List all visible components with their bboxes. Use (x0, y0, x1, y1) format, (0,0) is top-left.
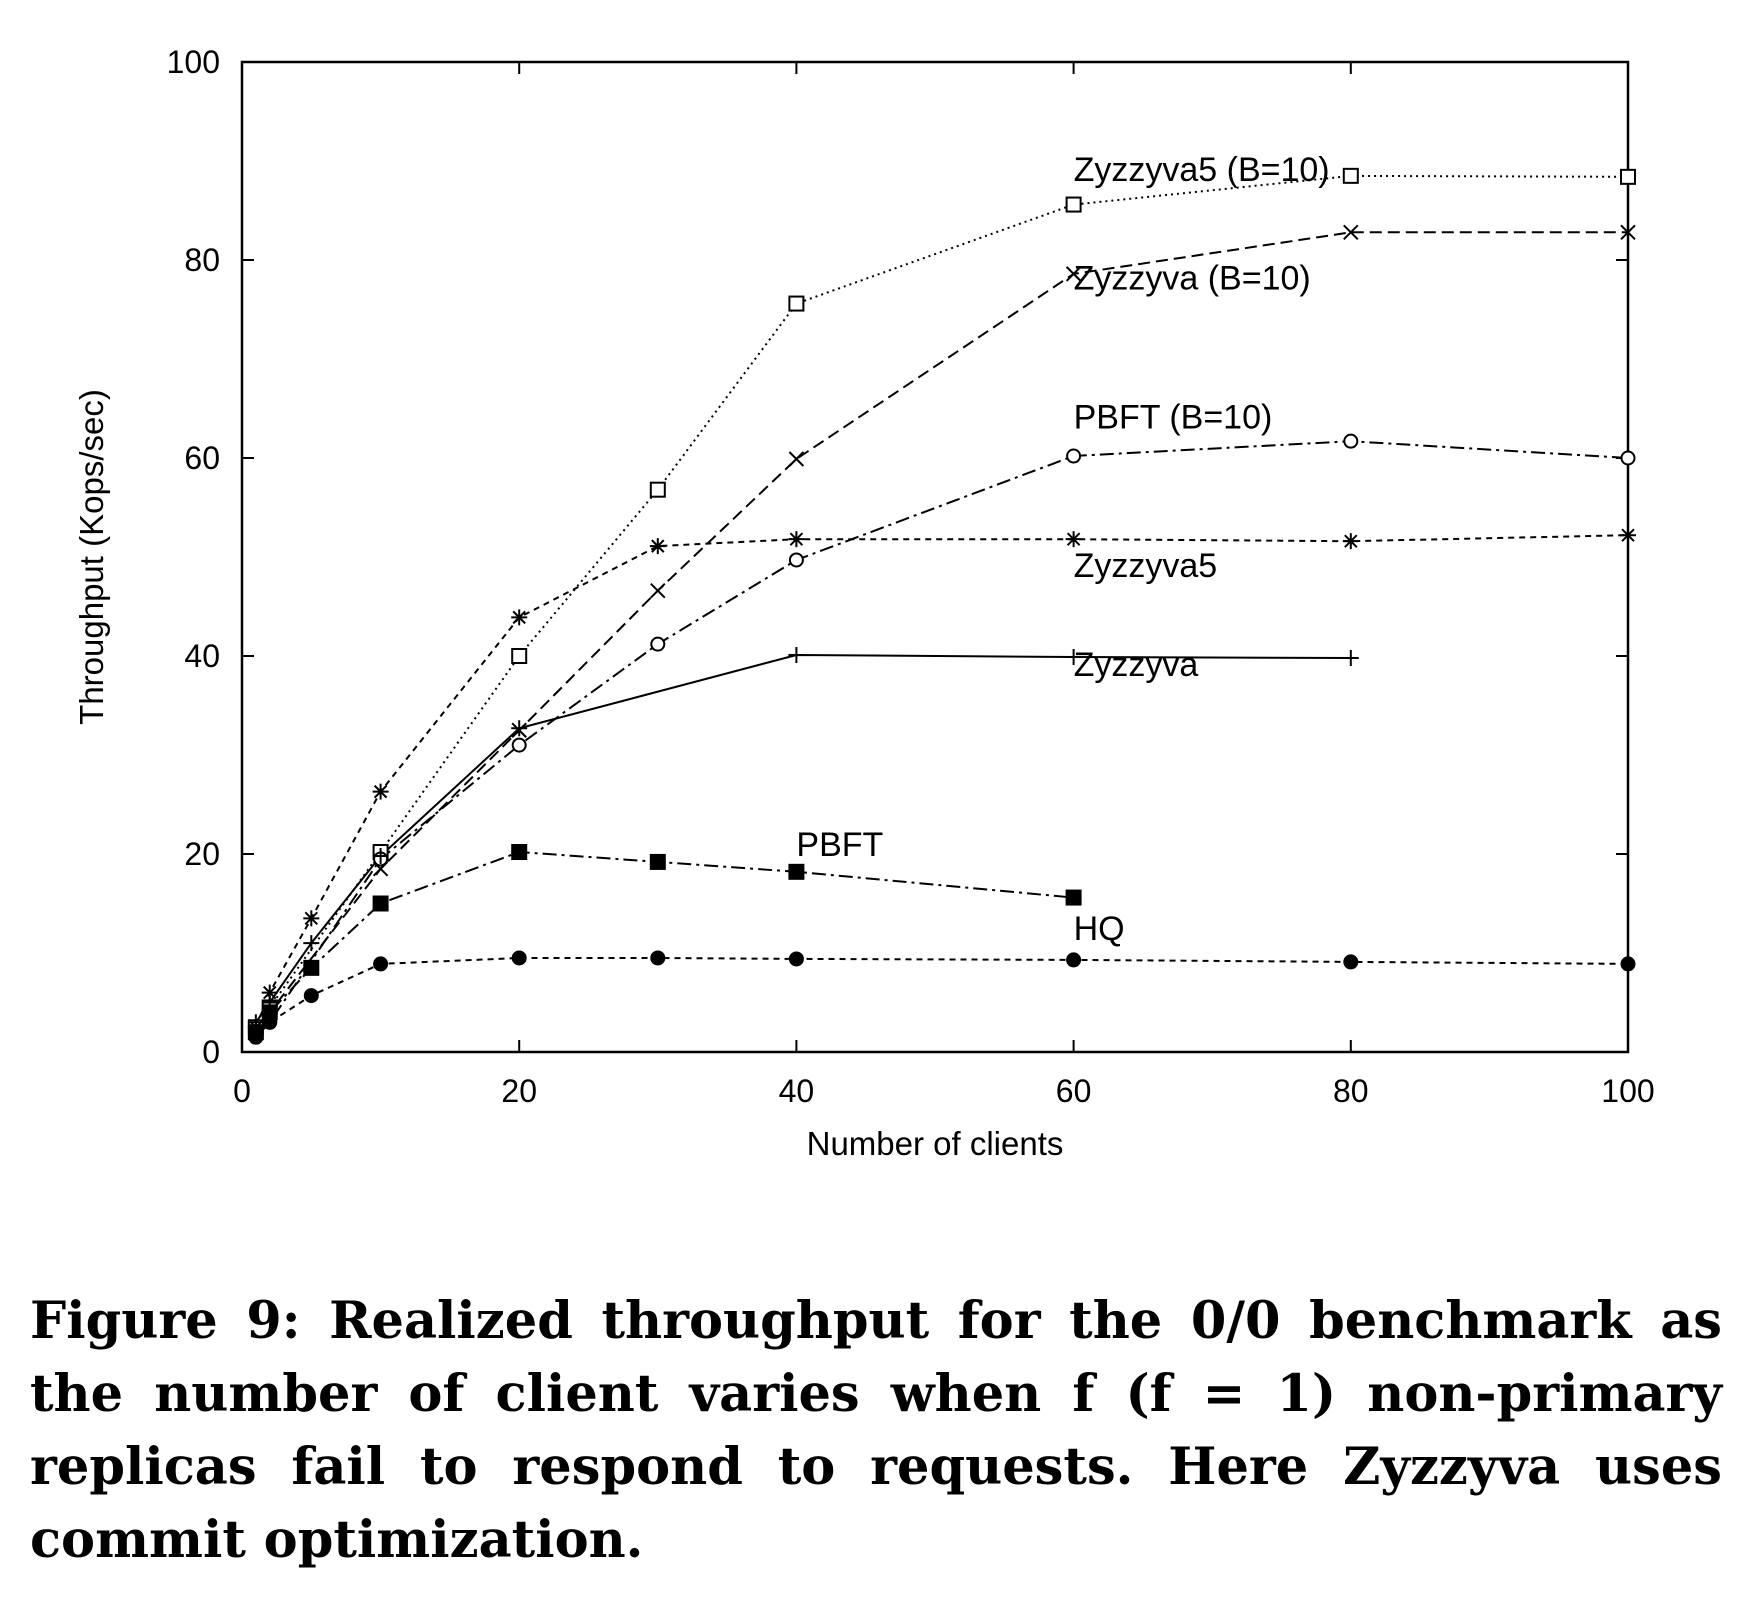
x-tick-label: 40 (779, 1073, 815, 1109)
data-point-pbft (303, 959, 320, 976)
y-tick-label: 60 (184, 440, 220, 476)
data-point-hq (1066, 952, 1082, 968)
x-tick-labels: 0 20 40 60 80 100 (233, 1073, 1655, 1109)
data-point-pbft (788, 863, 805, 880)
data-point-hq (511, 950, 527, 966)
data-point-hq (788, 951, 804, 967)
y-tick-label: 0 (202, 1034, 220, 1070)
data-point-pbft-b-10 (1066, 448, 1082, 464)
y-tick-label: 80 (184, 242, 220, 278)
x-tick-label: 100 (1601, 1073, 1654, 1109)
data-point-zyzzyva-b-10 (1065, 266, 1082, 282)
series-label-zyzzyva-b-10: Zyzzyva (B=10) (1074, 260, 1311, 298)
data-point-hq (1620, 956, 1636, 972)
series-label-pbft: PBFT (796, 826, 883, 864)
data-point-zyzzyva (372, 847, 389, 864)
data-point-pbft (1065, 889, 1082, 906)
series-markers (247, 167, 1636, 1045)
data-point-zyzzyva5-b-10 (1065, 196, 1082, 213)
x-axis-label: Number of clients (807, 1125, 1064, 1162)
data-point-hq (248, 1029, 264, 1045)
x-tick-label: 80 (1333, 1073, 1369, 1109)
data-point-zyzzyva-b-10 (788, 451, 805, 467)
x-tick-label: 60 (1056, 1073, 1092, 1109)
data-point-zyzzyva5 (511, 609, 528, 626)
data-point-pbft-b-10 (788, 552, 804, 568)
data-point-pbft (511, 844, 528, 861)
series-label-pbft-b-10: PBFT (B=10) (1074, 398, 1273, 436)
series-label-zyzzyva5: Zyzzyva5 (1074, 547, 1218, 585)
data-point-zyzzyva (303, 935, 320, 952)
data-point-zyzzyva5 (1342, 533, 1359, 550)
series-label-zyzzyva: Zyzzyva (1074, 646, 1199, 684)
y-tick-label: 20 (184, 836, 220, 872)
data-point-pbft-b-10 (1343, 433, 1359, 449)
series-line-pbft (255, 850, 1074, 1033)
data-point-zyzzyva (1342, 649, 1359, 666)
data-point-hq (650, 950, 666, 966)
data-point-zyzzyva5 (1065, 531, 1082, 548)
data-point-zyzzyva5 (1620, 527, 1636, 544)
data-point-hq (1343, 954, 1359, 970)
data-point-zyzzyva-b-10 (1620, 224, 1636, 240)
figure-caption: Figure 9: Realized throughput for the 0/… (30, 1291, 1722, 1570)
series-line-zyzzyva5-b-10 (255, 174, 1629, 1028)
y-tick-label: 100 (167, 44, 220, 80)
data-point-zyzzyva5 (788, 531, 805, 548)
data-point-zyzzyva5-b-10 (511, 648, 528, 664)
y-tick-label: 40 (184, 638, 220, 674)
x-tick-label: 0 (233, 1073, 251, 1109)
y-axis-label: Throughput (Kops/sec) (73, 389, 110, 725)
data-point-pbft-b-10 (1620, 450, 1636, 466)
series-line-hq (255, 957, 1629, 1038)
data-point-pbft-b-10 (650, 636, 666, 652)
series-line-zyzzyva-b-10 (255, 231, 1628, 1033)
data-point-pbft-b-10 (511, 737, 527, 753)
data-point-pbft (372, 895, 389, 912)
chart-area: 0 20 40 60 80 100 0 20 40 60 80 100 Zyzzyva5 (B=10… (73, 44, 1655, 1162)
data-point-zyzzyva5-b-10 (788, 295, 805, 312)
data-point-zyzzyva (1065, 648, 1082, 665)
data-point-hq (373, 956, 389, 972)
data-point-zyzzyva5 (649, 538, 666, 555)
plot-frame (240, 60, 1630, 1054)
data-point-zyzzyva-b-10 (650, 582, 666, 599)
data-point-zyzzyva5 (303, 910, 320, 927)
series-label-zyzzyva5-b-10: Zyzzyva5 (B=10) (1074, 151, 1330, 189)
data-point-zyzzyva5 (261, 984, 278, 1001)
data-point-zyzzyva (788, 647, 805, 664)
data-point-zyzzyva5-b-10 (1342, 167, 1359, 184)
y-tick-labels: 0 20 40 60 80 100 (167, 44, 220, 1070)
data-point-zyzzyva5-b-10 (1620, 168, 1636, 185)
throughput-chart: 0 20 40 60 80 100 0 20 40 60 80 100 Zyzzyva5 (B=10… (73, 44, 1655, 1162)
series-lines (254, 174, 1629, 1038)
x-tick-label: 20 (501, 1073, 537, 1109)
data-point-hq (262, 1014, 278, 1030)
data-point-hq (303, 988, 319, 1004)
series-labels: Zyzzyva5 (B=10) Zyzzyva (B=10) PBFT (B=10)… (796, 151, 1329, 948)
data-point-zyzzyva5-b-10 (649, 481, 666, 498)
series-line-zyzzyva5 (254, 534, 1629, 1028)
data-point-zyzzyva (511, 720, 528, 737)
axis-ticks (241, 61, 1629, 1053)
data-point-pbft (649, 853, 666, 870)
series-line-pbft-b-10 (255, 440, 1629, 1038)
data-point-zyzzyva-b-10 (1343, 224, 1359, 240)
data-point-zyzzyva5 (372, 783, 389, 800)
series-label-hq: HQ (1074, 910, 1125, 948)
